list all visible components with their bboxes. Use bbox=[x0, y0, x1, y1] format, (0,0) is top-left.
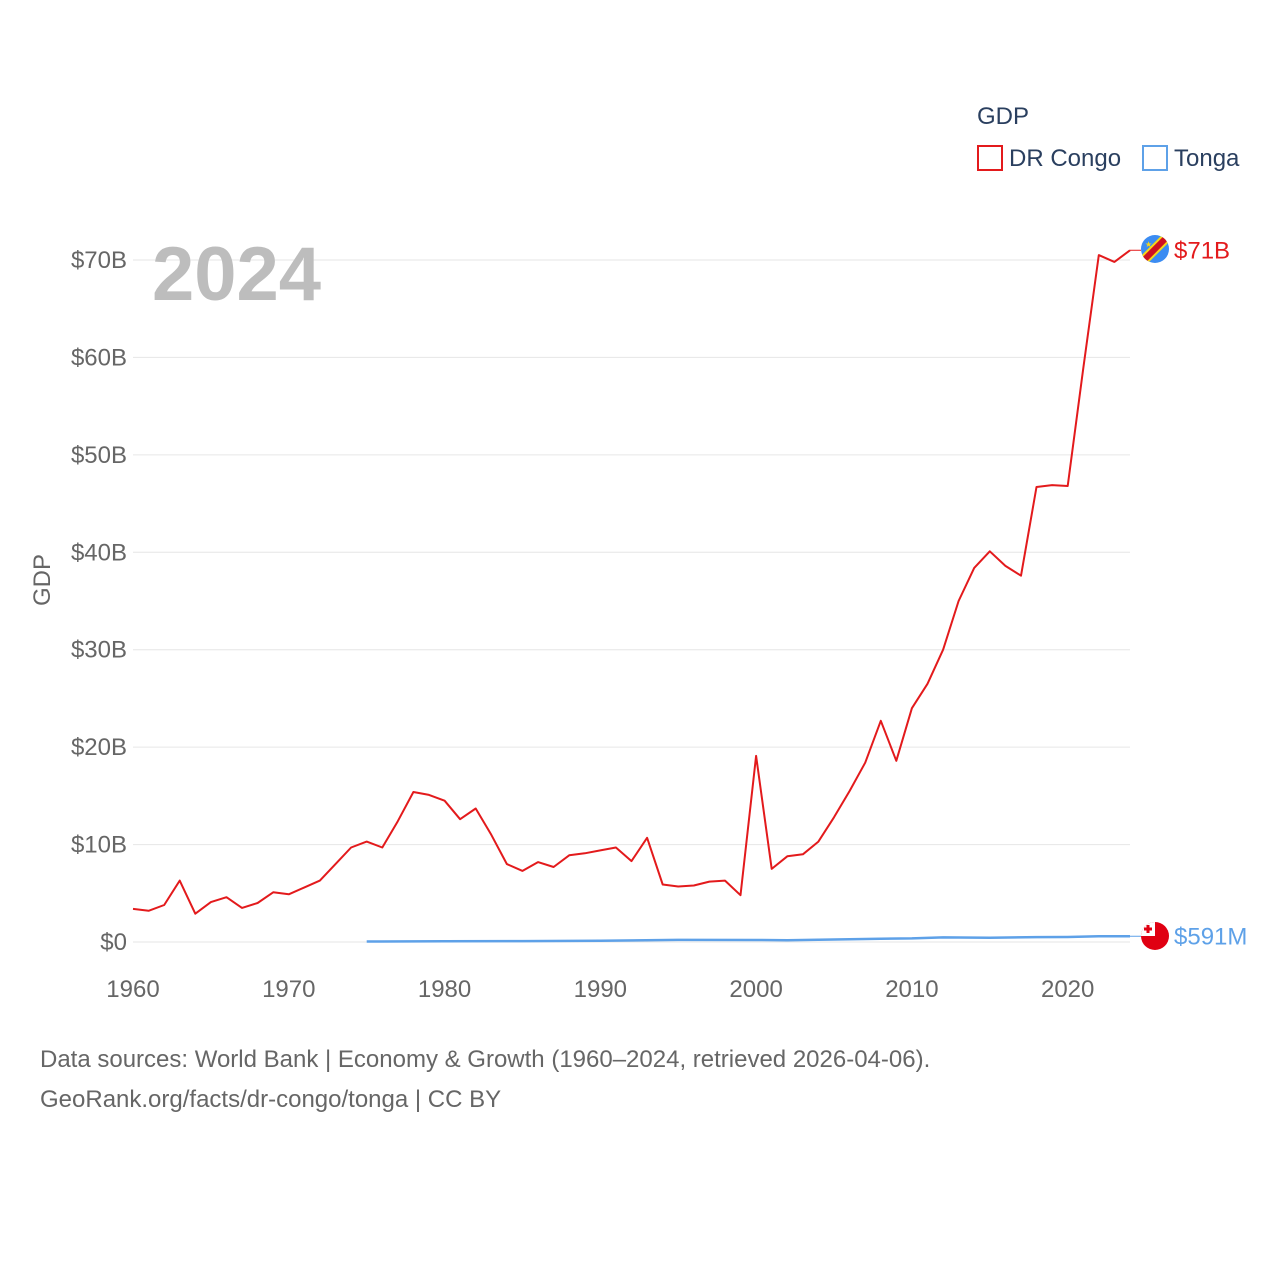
legend-label-dr-congo: DR Congo bbox=[1009, 145, 1121, 172]
y-tick-label-0: $0 bbox=[100, 929, 127, 956]
x-tick-label-0: 1960 bbox=[106, 976, 159, 1003]
y-tick-label-6: $60B bbox=[71, 344, 127, 371]
y-tick-label-5: $50B bbox=[71, 442, 127, 469]
dr-congo-flag-icon: ★ bbox=[1141, 235, 1169, 263]
end-label-tonga: $591M bbox=[1174, 923, 1247, 950]
footer-attribution: GeoRank.org/facts/dr-congo/tonga | CC BY bbox=[40, 1086, 502, 1113]
legend-item-tonga[interactable]: Tonga bbox=[1142, 145, 1240, 172]
legend-label-tonga: Tonga bbox=[1174, 145, 1240, 172]
footer-sources: Data sources: World Bank | Economy & Gro… bbox=[40, 1046, 931, 1073]
y-tick-label-7: $70B bbox=[71, 247, 127, 274]
legend-title: GDP bbox=[977, 103, 1029, 130]
y-tick-label-1: $10B bbox=[71, 832, 127, 859]
y-tick-label-4: $40B bbox=[71, 539, 127, 566]
end-label-dr-congo: $71B bbox=[1174, 237, 1230, 264]
tonga-flag-icon bbox=[1141, 922, 1169, 950]
year-label: 2024 bbox=[152, 232, 321, 317]
y-tick-label-2: $20B bbox=[71, 734, 127, 761]
svg-text:★: ★ bbox=[1145, 240, 1152, 249]
x-tick-label-2: 1980 bbox=[418, 976, 471, 1003]
x-tick-label-5: 2010 bbox=[885, 976, 938, 1003]
x-tick-label-6: 2020 bbox=[1041, 976, 1094, 1003]
legend: GDP DR Congo Tonga bbox=[977, 103, 1240, 172]
series-line-dr-congo bbox=[132, 249, 1131, 915]
x-tick-label-1: 1970 bbox=[262, 976, 315, 1003]
gridlines bbox=[133, 259, 1130, 943]
y-axis-ticks: $0 $10B $20B $30B $40B $50B $60B $70B bbox=[71, 247, 127, 956]
series-layer: $71B $591M bbox=[132, 237, 1247, 950]
x-axis-ticks: 1960 1970 1980 1990 2000 2010 2020 bbox=[106, 976, 1094, 1003]
y-axis-label: GDP bbox=[29, 554, 56, 606]
series-line-tonga bbox=[366, 935, 1130, 943]
legend-swatch-tonga bbox=[1142, 145, 1168, 171]
x-tick-label-4: 2000 bbox=[729, 976, 782, 1003]
gdp-line-chart: $0$10B$20B$30B$40B$50B$60B$70B 1960 1970 1… bbox=[29, 103, 1247, 1003]
x-tick-label-3: 1990 bbox=[574, 976, 627, 1003]
legend-item-dr-congo[interactable]: DR Congo bbox=[977, 145, 1121, 172]
y-tick-label-3: $30B bbox=[71, 637, 127, 664]
legend-swatch-dr-congo bbox=[977, 145, 1003, 171]
